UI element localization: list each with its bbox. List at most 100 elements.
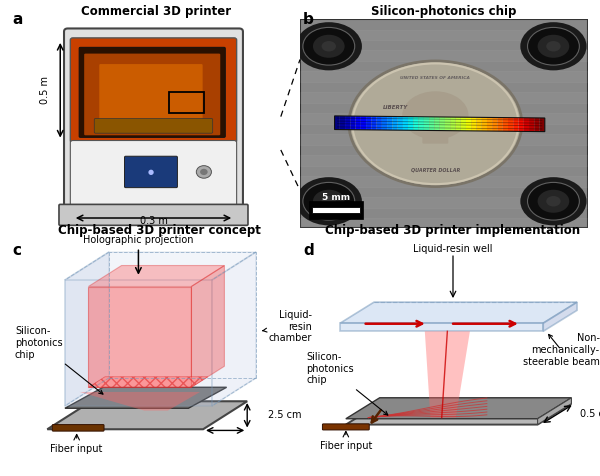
Polygon shape: [455, 117, 461, 131]
Text: 2.5 cm: 2.5 cm: [268, 410, 301, 420]
Polygon shape: [466, 117, 471, 131]
Text: LIBERTY: LIBERTY: [382, 105, 407, 109]
Polygon shape: [434, 117, 440, 130]
Circle shape: [520, 22, 587, 70]
Text: 0.5 m: 0.5 m: [40, 76, 50, 104]
Circle shape: [303, 182, 355, 220]
FancyBboxPatch shape: [422, 127, 448, 144]
Polygon shape: [88, 266, 224, 287]
FancyBboxPatch shape: [125, 156, 178, 188]
Bar: [300, 197, 588, 208]
Polygon shape: [366, 116, 371, 130]
Circle shape: [322, 196, 336, 207]
FancyBboxPatch shape: [52, 425, 104, 431]
Bar: [311, 207, 361, 213]
Polygon shape: [65, 280, 212, 406]
Polygon shape: [482, 118, 487, 131]
Circle shape: [200, 169, 208, 175]
Circle shape: [546, 196, 560, 207]
Polygon shape: [80, 392, 200, 411]
Circle shape: [303, 28, 355, 65]
Title: Chip-based 3D printer implementation: Chip-based 3D printer implementation: [325, 224, 581, 237]
Circle shape: [402, 91, 469, 139]
Circle shape: [520, 177, 587, 225]
Circle shape: [296, 22, 362, 70]
Text: ●: ●: [148, 169, 154, 175]
Title: Chip-based 3D printer concept: Chip-based 3D printer concept: [58, 224, 260, 237]
Text: 0.3 m: 0.3 m: [140, 217, 167, 227]
Polygon shape: [65, 252, 256, 280]
Polygon shape: [88, 377, 208, 387]
Polygon shape: [492, 118, 497, 131]
Bar: [300, 92, 588, 103]
Polygon shape: [398, 117, 403, 130]
FancyBboxPatch shape: [94, 119, 213, 133]
Polygon shape: [513, 118, 518, 131]
Text: 5 mm: 5 mm: [322, 193, 350, 202]
Polygon shape: [497, 118, 503, 131]
Polygon shape: [340, 116, 345, 129]
Polygon shape: [191, 266, 224, 387]
Text: c: c: [12, 243, 21, 258]
Circle shape: [538, 190, 569, 213]
Polygon shape: [340, 302, 577, 323]
Title: Silicon-photonics chip: Silicon-photonics chip: [371, 5, 517, 18]
Text: 0.5 cm: 0.5 cm: [580, 409, 600, 419]
Polygon shape: [371, 116, 377, 130]
Polygon shape: [346, 398, 571, 419]
Circle shape: [196, 166, 211, 178]
Polygon shape: [429, 117, 434, 130]
Polygon shape: [476, 117, 482, 131]
Polygon shape: [487, 118, 492, 131]
FancyBboxPatch shape: [100, 64, 203, 125]
Polygon shape: [529, 118, 534, 131]
Bar: [300, 176, 588, 187]
Text: Liquid-resin well: Liquid-resin well: [413, 244, 493, 254]
Bar: [300, 50, 588, 61]
Polygon shape: [518, 118, 524, 131]
Text: UNITED STATES OF AMERICA: UNITED STATES OF AMERICA: [400, 76, 470, 79]
Polygon shape: [503, 118, 508, 131]
Bar: [300, 71, 588, 82]
Polygon shape: [356, 116, 361, 130]
Polygon shape: [382, 116, 387, 130]
FancyBboxPatch shape: [70, 140, 236, 209]
Polygon shape: [419, 117, 424, 130]
Circle shape: [313, 190, 344, 213]
Polygon shape: [425, 331, 470, 417]
Polygon shape: [539, 118, 545, 132]
Polygon shape: [450, 117, 455, 131]
Polygon shape: [408, 117, 413, 130]
Text: a: a: [12, 12, 22, 27]
Polygon shape: [440, 117, 445, 130]
Text: Liquid-
resin
chamber: Liquid- resin chamber: [263, 310, 312, 343]
Polygon shape: [524, 118, 529, 131]
Polygon shape: [413, 117, 419, 130]
FancyBboxPatch shape: [308, 201, 364, 219]
Polygon shape: [508, 118, 513, 131]
Text: b: b: [303, 12, 314, 27]
FancyBboxPatch shape: [64, 29, 243, 223]
Polygon shape: [538, 398, 571, 425]
Circle shape: [546, 41, 560, 51]
Text: Non-
mechanically-
steerable beam: Non- mechanically- steerable beam: [523, 333, 599, 367]
Polygon shape: [387, 117, 392, 130]
Bar: [300, 30, 588, 40]
Polygon shape: [361, 116, 366, 130]
Circle shape: [349, 61, 522, 187]
Polygon shape: [340, 323, 543, 331]
Circle shape: [313, 35, 344, 58]
Text: Holographic projection: Holographic projection: [83, 235, 194, 245]
FancyBboxPatch shape: [84, 54, 220, 135]
Circle shape: [296, 177, 362, 225]
Polygon shape: [424, 117, 429, 130]
Polygon shape: [335, 116, 340, 129]
Title: Commercial 3D printer: Commercial 3D printer: [81, 5, 231, 18]
Polygon shape: [377, 116, 382, 130]
Text: QUARTER DOLLAR: QUARTER DOLLAR: [411, 168, 460, 172]
Polygon shape: [471, 117, 476, 131]
Text: Fiber input: Fiber input: [320, 441, 372, 451]
Polygon shape: [47, 401, 247, 429]
Polygon shape: [534, 118, 539, 131]
Text: d: d: [303, 243, 314, 258]
